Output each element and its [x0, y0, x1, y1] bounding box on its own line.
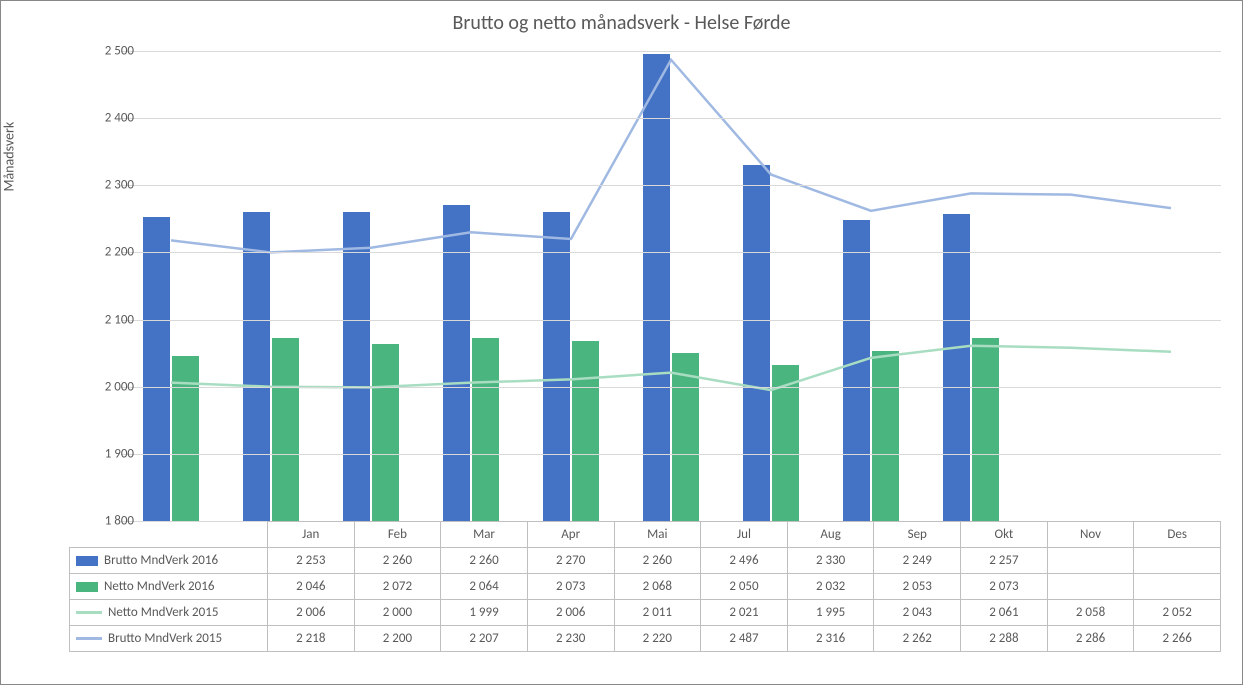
data-cell: 2 053 — [874, 574, 961, 600]
data-cell: 2 058 — [1047, 600, 1134, 626]
chart-container: Brutto og netto månadsverk - Helse Førde… — [0, 0, 1243, 685]
data-cell: 2 046 — [267, 574, 354, 600]
data-cell: 2 220 — [614, 626, 701, 652]
data-cell: 2 316 — [787, 626, 874, 652]
y-tick-label: 2 200 — [54, 245, 134, 260]
grid-line — [121, 51, 1221, 52]
data-cell: 2 200 — [354, 626, 441, 652]
line-swatch-icon — [76, 637, 102, 640]
bar-swatch-icon — [76, 556, 98, 566]
y-tick-label: 1 900 — [54, 446, 134, 461]
category-header: Jan — [267, 522, 354, 548]
lines-layer — [121, 51, 1221, 521]
grid-line — [121, 320, 1221, 321]
category-header: Aug — [787, 522, 874, 548]
series-label-cell: Brutto MndVerk 2016 — [70, 548, 268, 574]
series-label: Brutto MndVerk 2015 — [108, 631, 222, 646]
data-cell: 2 064 — [441, 574, 528, 600]
data-cell: 2 032 — [787, 574, 874, 600]
category-header: Mai — [614, 522, 701, 548]
data-cell: 2 487 — [701, 626, 788, 652]
category-header: Sep — [874, 522, 961, 548]
data-table: JanFebMarAprMaiJulAugSepOktNovDes Brutto … — [69, 521, 1221, 652]
category-header: Apr — [527, 522, 614, 548]
category-header: Feb — [354, 522, 441, 548]
data-cell: 2 021 — [701, 600, 788, 626]
data-cell: 2 072 — [354, 574, 441, 600]
data-cell: 2 073 — [961, 574, 1048, 600]
data-cell: 2 330 — [787, 548, 874, 574]
data-cell: 2 496 — [701, 548, 788, 574]
data-cell: 2 260 — [441, 548, 528, 574]
table-row: Netto MndVerk 20152 0062 0001 9992 0062 … — [70, 600, 1221, 626]
table-row: Brutto MndVerk 20162 2532 2602 2602 2702… — [70, 548, 1221, 574]
data-cell: 2 207 — [441, 626, 528, 652]
grid-line — [121, 387, 1221, 388]
grid-line — [121, 118, 1221, 119]
y-axis-label: Månadsverk — [1, 121, 18, 191]
data-cell: 2 230 — [527, 626, 614, 652]
line-netto2015 — [171, 346, 1171, 390]
data-cell: 2 043 — [874, 600, 961, 626]
chart-title: Brutto og netto månadsverk - Helse Førde — [1, 11, 1242, 35]
data-cell: 2 218 — [267, 626, 354, 652]
grid-line — [121, 252, 1221, 253]
category-header: Mar — [441, 522, 528, 548]
data-cell: 2 260 — [614, 548, 701, 574]
series-label: Netto MndVerk 2015 — [108, 605, 218, 620]
data-cell: 2 288 — [961, 626, 1048, 652]
plot-area — [121, 51, 1221, 521]
table-row: Netto MndVerk 20162 0462 0722 0642 0732 … — [70, 574, 1221, 600]
category-header: Nov — [1047, 522, 1134, 548]
data-cell: 2 061 — [961, 600, 1048, 626]
data-cell: 2 266 — [1134, 626, 1221, 652]
data-cell: 2 262 — [874, 626, 961, 652]
category-header: Des — [1134, 522, 1221, 548]
grid-line — [121, 185, 1221, 186]
y-tick-label: 2 100 — [54, 312, 134, 327]
series-label-cell: Netto MndVerk 2015 — [70, 600, 268, 626]
line-brutto2015 — [171, 60, 1171, 253]
y-tick-label: 2 000 — [54, 379, 134, 394]
data-cell: 2 286 — [1047, 626, 1134, 652]
category-header: Jul — [701, 522, 788, 548]
data-cell: 2 073 — [527, 574, 614, 600]
series-label-cell: Netto MndVerk 2016 — [70, 574, 268, 600]
data-cell: 2 050 — [701, 574, 788, 600]
data-cell: 1 999 — [441, 600, 528, 626]
data-cell — [1047, 574, 1134, 600]
table-corner — [70, 522, 268, 548]
data-cell: 2 006 — [267, 600, 354, 626]
data-cell: 1 995 — [787, 600, 874, 626]
data-cell: 2 011 — [614, 600, 701, 626]
series-label: Brutto MndVerk 2016 — [104, 553, 218, 568]
bar-swatch-icon — [76, 582, 98, 592]
data-cell: 2 257 — [961, 548, 1048, 574]
data-cell: 2 000 — [354, 600, 441, 626]
data-cell — [1134, 574, 1221, 600]
table-header-row: JanFebMarAprMaiJulAugSepOktNovDes — [70, 522, 1221, 548]
data-cell: 2 249 — [874, 548, 961, 574]
data-cell: 2 270 — [527, 548, 614, 574]
data-cell — [1047, 548, 1134, 574]
data-cell — [1134, 548, 1221, 574]
data-cell: 2 052 — [1134, 600, 1221, 626]
series-label-cell: Brutto MndVerk 2015 — [70, 626, 268, 652]
series-label: Netto MndVerk 2016 — [104, 579, 214, 594]
category-header: Okt — [961, 522, 1048, 548]
data-cell: 2 006 — [527, 600, 614, 626]
grid-line — [121, 454, 1221, 455]
data-cell: 2 260 — [354, 548, 441, 574]
data-cell: 2 068 — [614, 574, 701, 600]
y-tick-label: 2 400 — [54, 111, 134, 126]
y-tick-label: 2 300 — [54, 178, 134, 193]
line-swatch-icon — [76, 611, 102, 614]
y-tick-label: 2 500 — [54, 44, 134, 59]
data-cell: 2 253 — [267, 548, 354, 574]
table-row: Brutto MndVerk 20152 2182 2002 2072 2302… — [70, 626, 1221, 652]
